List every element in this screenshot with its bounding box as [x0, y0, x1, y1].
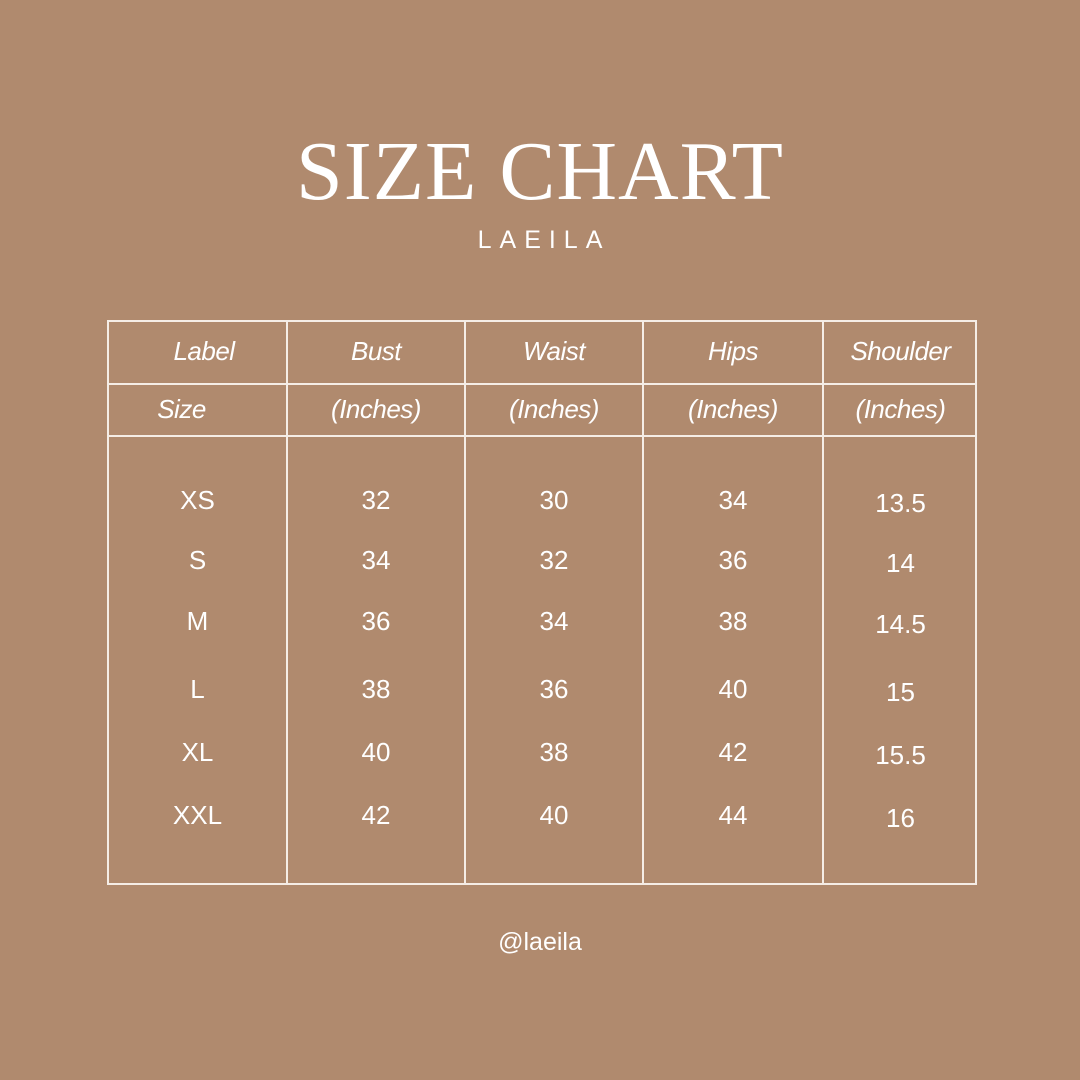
size-table: Label Size Bust (Inches) Waist (Inches) Hips (I…: [107, 320, 977, 885]
column-unit-waist: (Inches): [509, 394, 599, 424]
measurement-hips: 40: [718, 674, 748, 704]
table-divider: [286, 322, 288, 883]
table-divider: [642, 322, 644, 883]
column-header-bust: Bust: [350, 336, 402, 366]
column-header-hips: Hips: [707, 336, 759, 366]
size-label: XXL: [172, 800, 223, 830]
column-header-shoulder: Shoulder: [850, 336, 951, 366]
measurement-shoulder: 14: [886, 548, 915, 578]
column-unit-label: Size: [157, 394, 206, 424]
brand-name: LAEILA: [477, 226, 611, 254]
measurement-waist: 38: [539, 737, 569, 767]
table-divider: [109, 383, 975, 385]
column-header-waist: Waist: [522, 336, 586, 366]
measurement-bust: 36: [361, 606, 391, 636]
measurement-waist: 36: [539, 674, 569, 704]
measurement-hips: 44: [718, 800, 748, 830]
measurement-hips: 42: [718, 737, 748, 767]
measurement-shoulder: 15: [886, 677, 915, 707]
table-divider: [822, 322, 824, 883]
measurement-shoulder: 14.5: [875, 609, 926, 639]
measurement-shoulder: 13.5: [875, 488, 926, 518]
measurement-waist: 30: [539, 485, 569, 515]
measurement-waist: 34: [539, 606, 569, 636]
measurement-shoulder: 15.5: [875, 740, 926, 770]
measurement-hips: 38: [718, 606, 748, 636]
measurement-bust: 40: [361, 737, 391, 767]
size-label: M: [186, 606, 209, 636]
page-title: SIZE CHART: [296, 125, 784, 218]
column-unit-hips: (Inches): [688, 394, 778, 424]
table-divider: [464, 322, 466, 883]
size-label: L: [190, 674, 205, 704]
column-unit-bust: (Inches): [331, 394, 421, 424]
measurement-bust: 32: [361, 485, 391, 515]
table-divider: [109, 435, 975, 437]
measurement-bust: 38: [361, 674, 391, 704]
measurement-bust: 34: [361, 545, 391, 575]
measurement-hips: 36: [718, 545, 748, 575]
column-header-label: Label: [173, 336, 235, 366]
size-label: S: [188, 545, 207, 575]
measurement-waist: 32: [539, 545, 569, 575]
measurement-hips: 34: [718, 485, 748, 515]
measurement-bust: 42: [361, 800, 391, 830]
social-handle: @laeila: [498, 928, 582, 956]
size-label: XS: [180, 485, 215, 515]
size-label: XL: [181, 737, 214, 767]
measurement-waist: 40: [539, 800, 569, 830]
measurement-shoulder: 16: [886, 803, 915, 833]
column-unit-shoulder: (Inches): [855, 394, 946, 424]
